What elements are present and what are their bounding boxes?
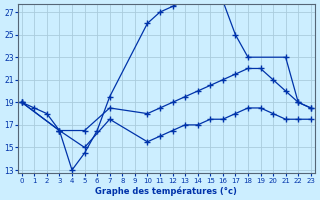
X-axis label: Graphe des températures (°c): Graphe des températures (°c) xyxy=(95,186,237,196)
